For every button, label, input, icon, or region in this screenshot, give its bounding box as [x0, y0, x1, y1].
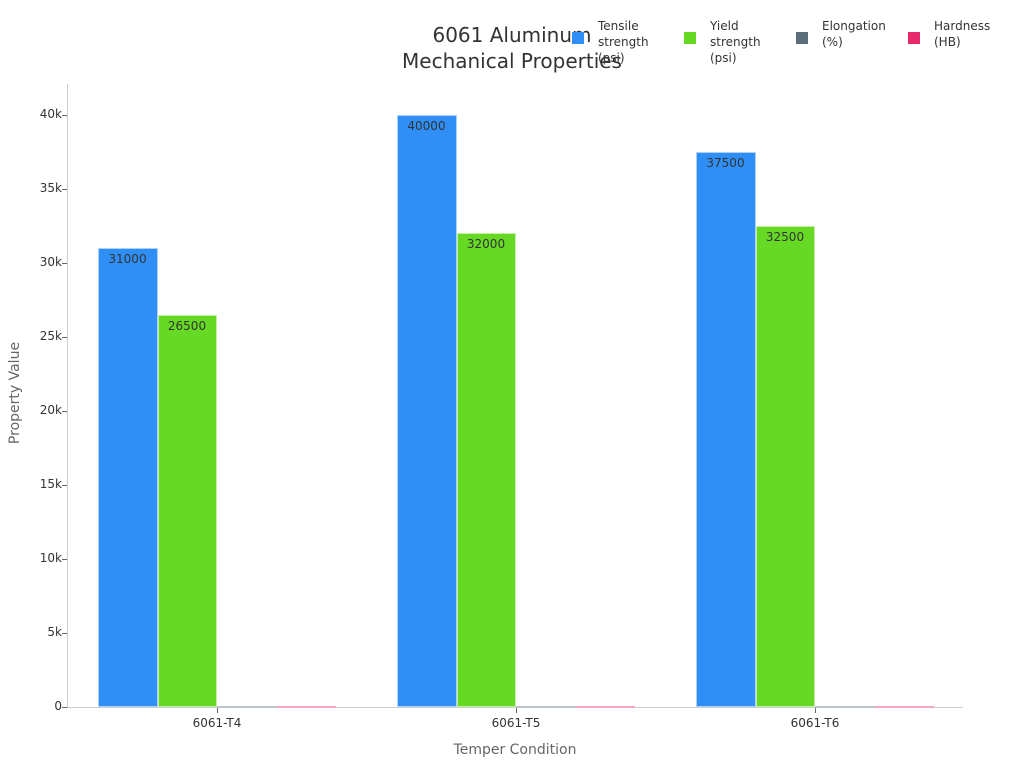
bar[interactable]: [815, 705, 875, 708]
y-tick-label: 15k: [39, 477, 62, 491]
y-tick-mark: [62, 263, 67, 264]
bar[interactable]: [157, 314, 217, 707]
legend-label: Elongation (%): [822, 19, 886, 49]
y-tick-mark: [62, 411, 67, 412]
x-tick-label: 6061-T5: [491, 716, 541, 730]
y-tick-mark: [62, 633, 67, 634]
y-tick-label: 20k: [39, 403, 62, 417]
bar-value-label: 32500: [765, 230, 805, 244]
legend-item[interactable]: Yield strength (psi): [684, 18, 776, 66]
bar-value-label: 31000: [108, 252, 147, 267]
y-axis-label: Property Value: [7, 341, 23, 445]
bar[interactable]: [874, 705, 934, 708]
x-tick-mark: [815, 708, 816, 713]
y-tick-mark: [62, 189, 67, 190]
y-tick-label: 5k: [47, 625, 62, 639]
bar-value-label: 26500: [167, 318, 207, 333]
legend-swatch: [796, 32, 808, 44]
bar[interactable]: [98, 248, 158, 707]
y-axis-line: [67, 84, 68, 708]
bar[interactable]: [397, 115, 457, 707]
bar[interactable]: [217, 705, 277, 708]
y-tick-mark: [62, 707, 67, 708]
y-tick-mark: [62, 559, 67, 560]
legend-swatch: [908, 32, 920, 44]
legend-label: Tensile strength (psi): [598, 19, 649, 65]
x-tick-mark: [516, 708, 517, 713]
legend-label: Yield strength (psi): [710, 19, 761, 65]
bar[interactable]: [575, 705, 635, 708]
y-tick-label: 25k: [39, 329, 62, 343]
x-tick-mark: [217, 708, 218, 713]
y-tick-label: 30k: [39, 255, 62, 269]
y-tick-mark: [62, 115, 67, 116]
legend-label: Hardness (HB): [934, 19, 991, 49]
x-axis-label: Temper Condition: [453, 742, 577, 758]
x-tick-label: 6061-T6: [790, 716, 840, 730]
chart-title-line-1: 6061 Aluminum: [432, 23, 592, 47]
y-tick-label: 40k: [39, 107, 62, 121]
chart-title-line-2: Mechanical Properties: [402, 49, 622, 73]
y-tick-label: 0: [54, 699, 62, 713]
bar[interactable]: [516, 705, 576, 708]
legend-item[interactable]: Elongation (%): [796, 18, 888, 66]
legend-item[interactable]: Hardness (HB): [908, 18, 1000, 66]
bar[interactable]: [276, 705, 336, 708]
bar[interactable]: [755, 226, 815, 707]
x-tick-label: 6061-T4: [192, 716, 242, 730]
chart-legend: Tensile strength (psi) Yield strength (psi) El…: [572, 18, 1020, 66]
legend-swatch: [572, 32, 584, 44]
bar[interactable]: [696, 152, 756, 707]
legend-item[interactable]: Tensile strength (psi): [572, 18, 664, 66]
y-tick-mark: [62, 337, 67, 338]
y-tick-label: 10k: [39, 551, 62, 565]
legend-swatch: [684, 32, 696, 44]
y-tick-label: 35k: [39, 181, 62, 195]
bar-value-label: 37500: [706, 156, 745, 170]
bar-value-label: 32000: [466, 237, 506, 252]
bar-value-label: 40000: [407, 119, 446, 133]
bar[interactable]: [456, 233, 516, 707]
y-tick-mark: [62, 485, 67, 486]
chart-title: 6061 Aluminum Mechanical Properties: [362, 22, 662, 74]
x-axis-line: [67, 707, 963, 708]
